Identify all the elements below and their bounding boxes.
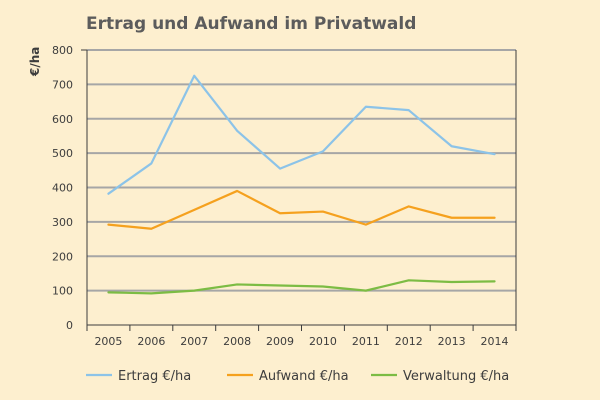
y-tick-label: 600 <box>52 113 73 126</box>
x-tick-labels: 2005 2006 2007 2008 2009 2010 2011 2012 2013 2014 <box>94 335 508 348</box>
gridlines <box>87 49 516 292</box>
x-tick-label: 2006 <box>137 335 165 348</box>
x-tick-label: 2014 <box>481 335 509 348</box>
axes <box>81 49 517 331</box>
x-tick-label: 2005 <box>94 335 122 348</box>
y-tick-labels: 0 100 200 300 400 500 600 700 800 <box>52 44 73 332</box>
legend: Ertrag €/ha Aufwand €/ha Verwaltung €/ha <box>86 369 509 384</box>
y-tick-label: 400 <box>52 182 73 195</box>
series-line <box>107 279 496 295</box>
y-tick-label: 800 <box>52 44 73 57</box>
y-tick-label: 0 <box>66 319 73 332</box>
legend-label: Aufwand €/ha <box>259 369 349 384</box>
series-line <box>107 189 496 230</box>
x-tick-label: 2007 <box>180 335 208 348</box>
y-tick-label: 100 <box>52 285 73 298</box>
y-tick-label: 300 <box>52 216 73 229</box>
x-tick-label: 2011 <box>352 335 380 348</box>
x-tick-label: 2009 <box>266 335 294 348</box>
chart-title: Ertrag und Aufwand im Privatwald <box>86 14 416 34</box>
x-tick-label: 2010 <box>309 335 337 348</box>
y-tick-label: 200 <box>52 250 73 263</box>
y-tick-label: 700 <box>52 78 73 91</box>
legend-label: Verwaltung €/ha <box>403 369 509 384</box>
series-lines <box>107 74 496 295</box>
x-tick-label: 2012 <box>395 335 423 348</box>
x-tick-label: 2008 <box>223 335 251 348</box>
y-tick-label: 500 <box>52 147 73 160</box>
x-tick-label: 2013 <box>438 335 466 348</box>
y-axis-label: €/ha <box>28 47 42 77</box>
series-line <box>107 74 496 195</box>
legend-label: Ertrag €/ha <box>118 369 191 384</box>
